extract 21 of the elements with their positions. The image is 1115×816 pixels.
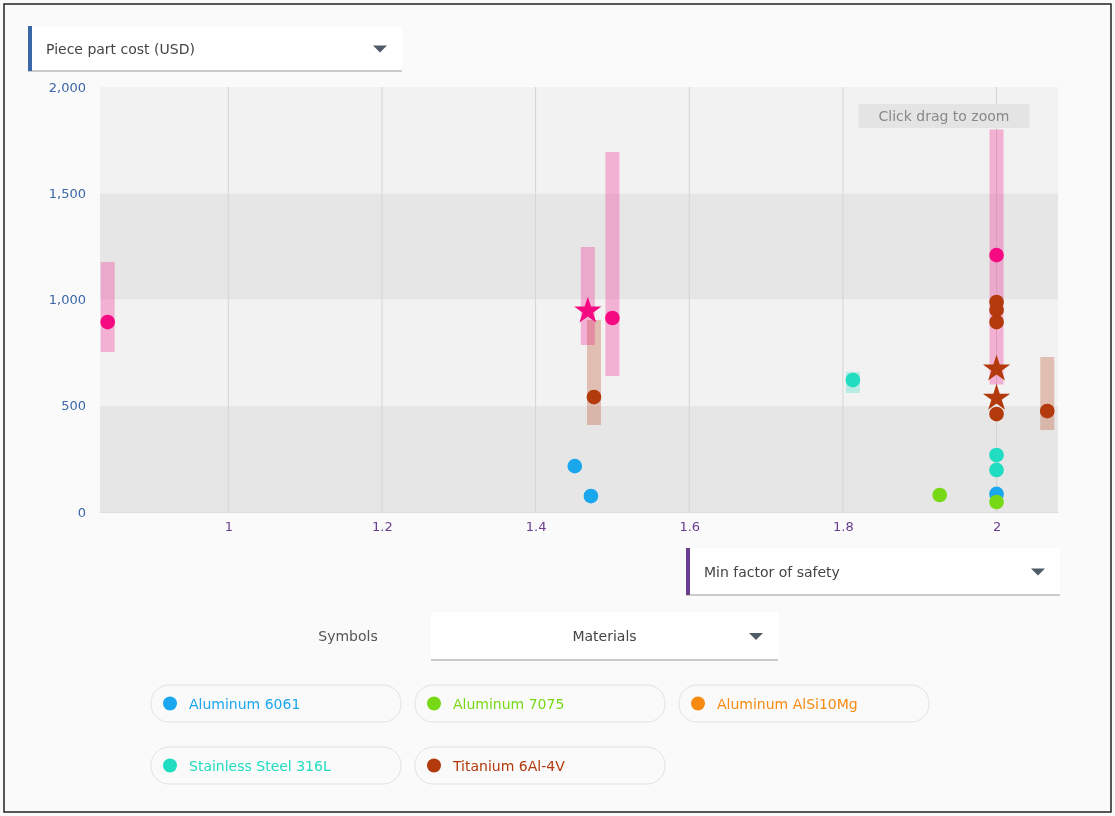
text: Symbols [318, 628, 378, 644]
legend-label: Titanium 6Al-4V [452, 758, 566, 774]
x-tick-label: 2 [992, 519, 1002, 535]
y-tick-label: 500 [61, 398, 86, 414]
x-tick-label: 1.8 [833, 519, 854, 535]
legend-label: Aluminum 7075 [453, 696, 565, 712]
x-tick-label: 1.4 [525, 519, 547, 535]
x-axis-title: Min factor of safety [704, 563, 840, 580]
x-tick-label: 1.6 [679, 519, 701, 535]
legend-label: Stainless Steel 316L [189, 758, 331, 774]
legend-label: Aluminum 6061 [189, 696, 301, 712]
y-tick-label: 0 [77, 504, 86, 520]
text: Materials [572, 628, 637, 644]
y-tick-label: 1,500 [48, 185, 86, 201]
x-tick-label: 1.2 [372, 519, 393, 535]
annotation: Click drag to zoom [878, 108, 1010, 124]
x-tick-label: 1 [224, 519, 233, 535]
y-axis-title: Piece part cost (USD) [46, 40, 195, 57]
y-tick-label: 2,000 [48, 79, 86, 95]
y-tick-label: 1,000 [48, 292, 86, 308]
legend-label: Aluminum AlSi10Mg [717, 696, 858, 712]
